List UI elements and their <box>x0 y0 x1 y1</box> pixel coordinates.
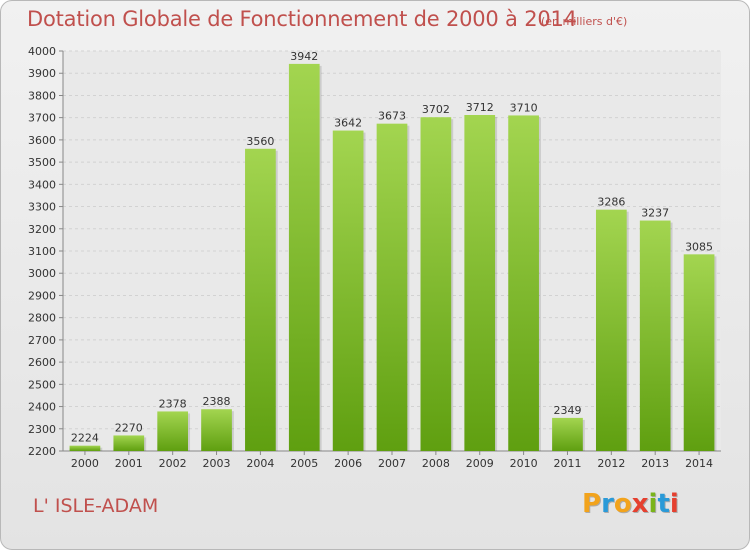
y-tick-label: 3200 <box>28 223 56 236</box>
bar <box>508 115 539 451</box>
bar-value-label: 3085 <box>685 240 713 253</box>
y-tick-label: 3900 <box>28 67 56 80</box>
bar <box>376 123 408 452</box>
bar <box>113 435 145 451</box>
bar-value-label: 3710 <box>510 101 538 114</box>
x-tick-label: 2012 <box>597 457 625 470</box>
x-tick-label: 2006 <box>334 457 362 470</box>
y-tick-label: 2500 <box>28 378 56 391</box>
y-tick-label: 3600 <box>28 134 56 147</box>
x-tick-label: 2004 <box>246 457 274 470</box>
chart-title: Dotation Globale de Fonctionnement de 20… <box>27 7 577 31</box>
bar-value-label: 2388 <box>203 395 231 408</box>
bar <box>552 417 583 451</box>
bar-value-label: 3286 <box>597 196 625 209</box>
x-tick-label: 2003 <box>203 457 231 470</box>
y-tick-label: 3800 <box>28 89 56 102</box>
y-tick-label: 3000 <box>28 267 56 280</box>
bar-value-label: 3702 <box>422 103 450 116</box>
y-tick-label: 2600 <box>28 356 56 369</box>
x-tick-label: 2009 <box>466 457 494 470</box>
x-tick-label: 2008 <box>422 457 450 470</box>
logo-letter: o <box>613 489 632 519</box>
bar-value-label: 2349 <box>553 404 581 417</box>
bar <box>639 220 671 451</box>
bar-value-label: 3237 <box>641 207 669 220</box>
logo-letter: P <box>582 489 602 519</box>
y-tick-label: 2200 <box>28 445 56 458</box>
x-tick-label: 2010 <box>510 457 538 470</box>
y-tick-label: 2400 <box>28 401 56 414</box>
bar <box>464 115 496 451</box>
x-tick-label: 2013 <box>641 457 669 470</box>
bar <box>157 411 189 451</box>
bar <box>420 117 452 451</box>
bar <box>245 148 276 451</box>
bar <box>201 409 232 451</box>
y-tick-label: 3400 <box>28 178 56 191</box>
bar-value-label: 3673 <box>378 110 406 123</box>
y-tick-label: 3500 <box>28 156 56 169</box>
y-tick-label: 4000 <box>28 45 56 58</box>
logo-letter: r <box>601 489 614 519</box>
bar-value-label: 2378 <box>159 397 187 410</box>
x-tick-label: 2002 <box>159 457 187 470</box>
proxiti-logo: Proxiti <box>582 489 679 519</box>
bar-value-label: 2224 <box>71 432 99 445</box>
x-tick-label: 2000 <box>71 457 99 470</box>
bar-value-label: 3560 <box>246 135 274 148</box>
x-tick-label: 2011 <box>553 457 581 470</box>
y-tick-label: 2900 <box>28 289 56 302</box>
y-tick-label: 2800 <box>28 312 56 325</box>
y-tick-label: 3700 <box>28 112 56 125</box>
y-tick-label: 2300 <box>28 423 56 436</box>
y-tick-label: 2700 <box>28 334 56 347</box>
bar-value-label: 3942 <box>290 50 318 63</box>
bar-value-label: 3642 <box>334 117 362 130</box>
x-tick-label: 2001 <box>115 457 143 470</box>
logo-letter: x <box>631 489 649 519</box>
x-tick-label: 2007 <box>378 457 406 470</box>
x-tick-label: 2014 <box>685 457 713 470</box>
bar <box>332 130 364 452</box>
town-name: L' ISLE-ADAM <box>33 495 159 517</box>
x-tick-label: 2005 <box>290 457 318 470</box>
logo-letter: i <box>648 489 658 519</box>
bar <box>595 209 627 451</box>
bar <box>683 254 715 451</box>
logo-letter: i <box>669 489 679 519</box>
bar-value-label: 3712 <box>466 101 494 114</box>
bar <box>288 63 320 452</box>
logo-letter: t <box>657 489 670 519</box>
y-tick-label: 3100 <box>28 245 56 258</box>
y-tick-label: 3300 <box>28 201 56 214</box>
unit-label: (en milliers d'€) <box>541 15 628 28</box>
bar-value-label: 2270 <box>115 421 143 434</box>
bar <box>69 445 101 451</box>
